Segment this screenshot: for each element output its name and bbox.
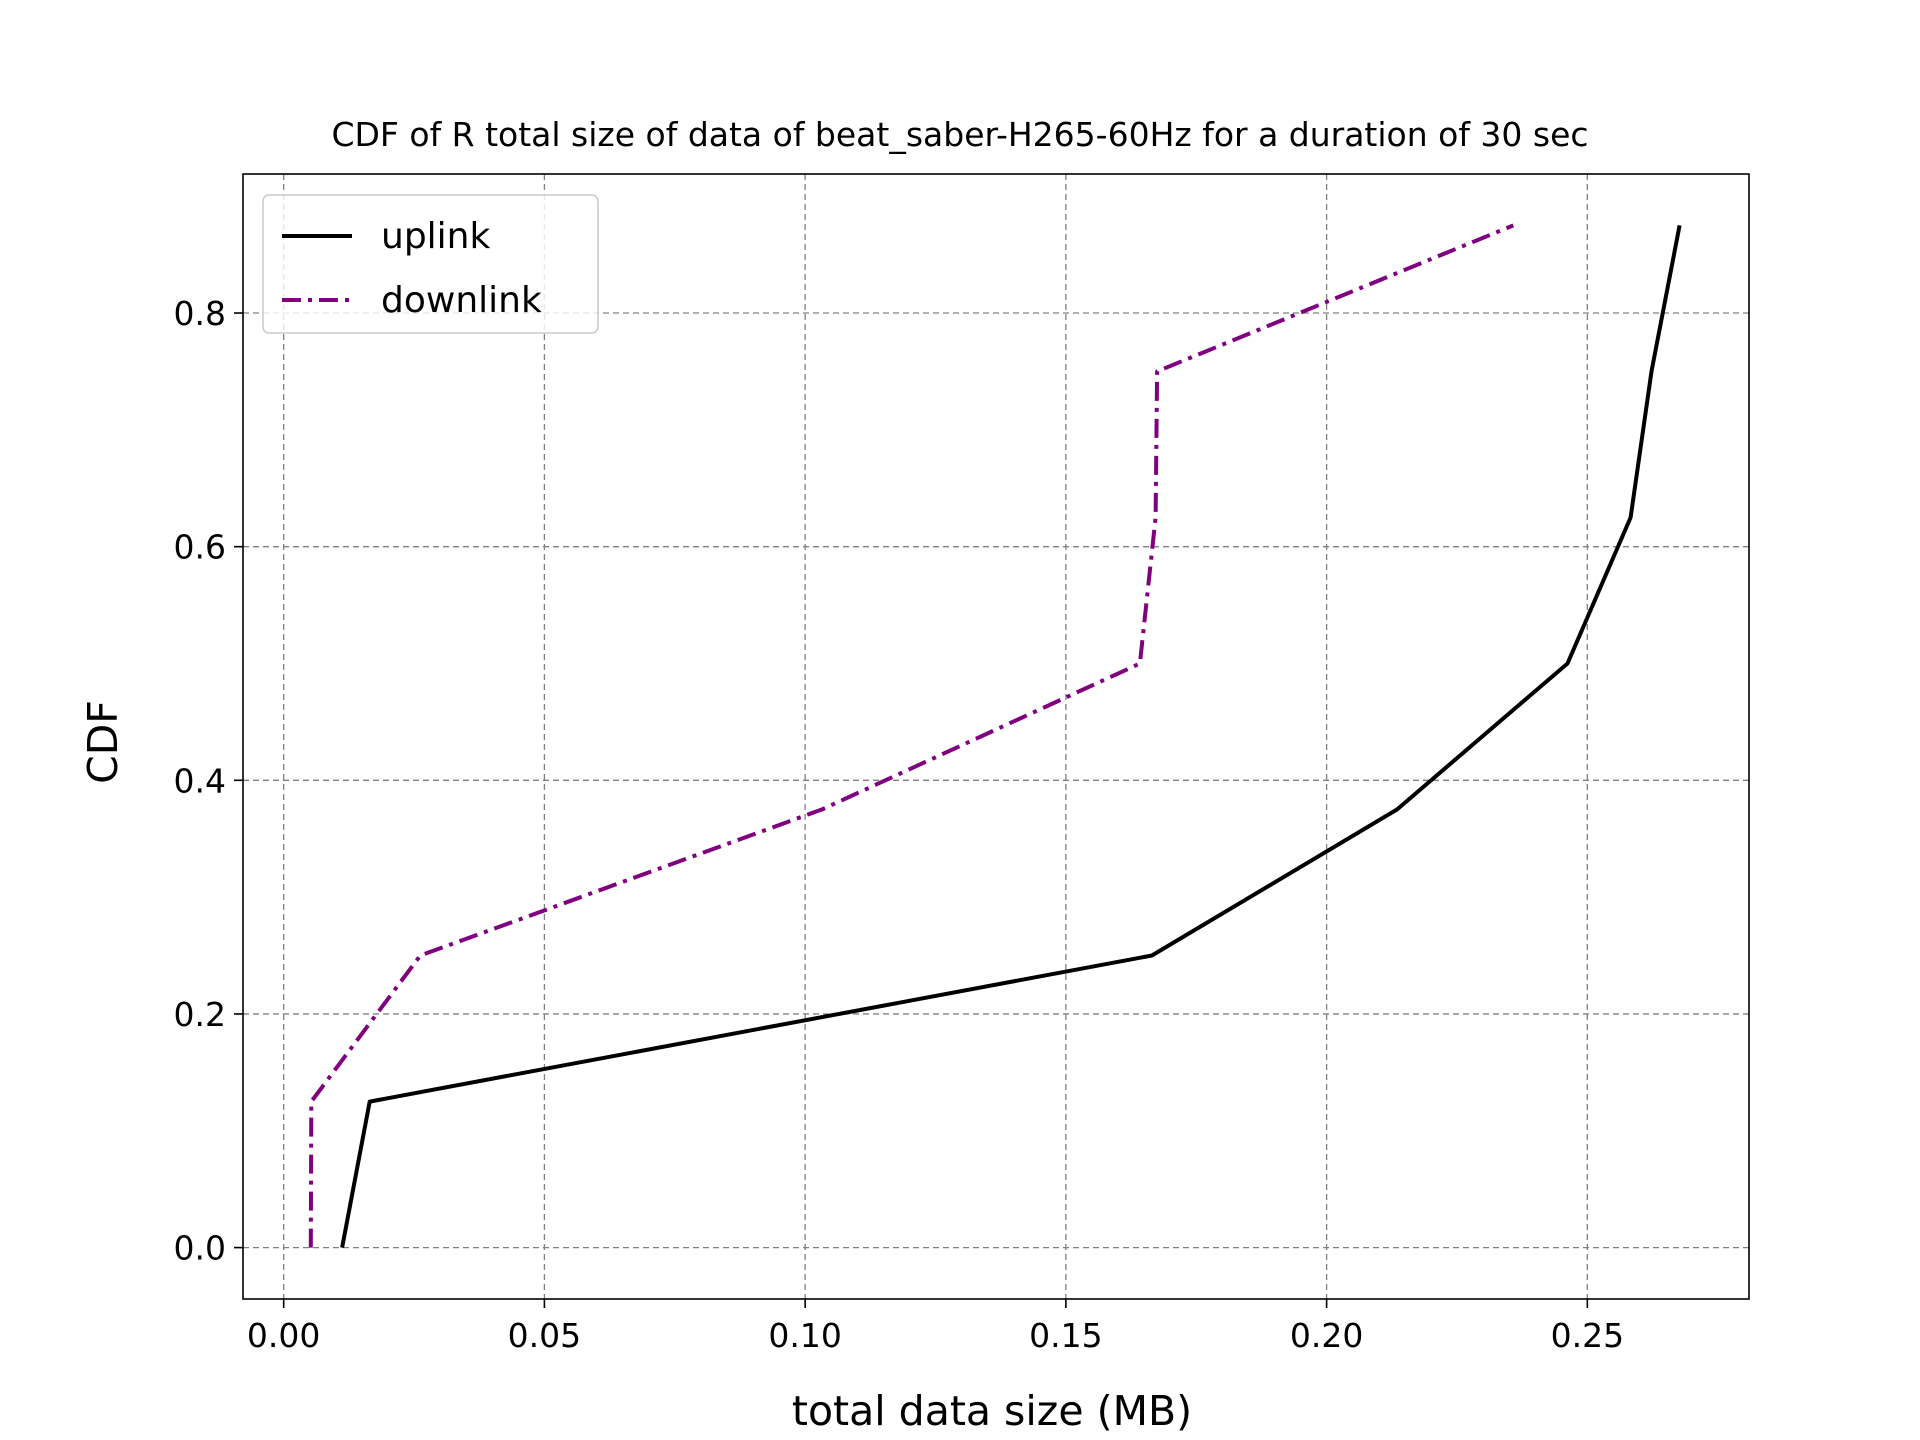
tick-layer: 0.00 0.05 0.10 0.15 0.20 0.25 0.0 0.2 0.4 0.6 0.8 <box>174 294 1625 1355</box>
x-tick-label: 0.05 <box>508 1316 581 1355</box>
x-tick-label: 0.20 <box>1290 1316 1363 1355</box>
x-tick-label: 0.25 <box>1551 1316 1624 1355</box>
grid-layer <box>243 174 1749 1299</box>
series-line-uplink <box>340 225 1682 1248</box>
y-tick-label: 0.6 <box>174 528 226 567</box>
x-tick-label: 0.10 <box>768 1316 841 1355</box>
y-tick-label: 0.2 <box>174 995 226 1034</box>
y-tick-label: 0.4 <box>174 761 226 800</box>
y-axis-label: CDF <box>79 700 127 784</box>
x-tick-label: 0.15 <box>1029 1316 1102 1355</box>
x-axis-label: total data size (MB) <box>792 1387 1192 1435</box>
y-tick-label: 0.0 <box>174 1229 226 1268</box>
plot-frame <box>242 173 1750 1300</box>
series-layer <box>308 223 1682 1248</box>
legend-label-downlink: downlink <box>381 280 542 321</box>
legend-label-uplink: uplink <box>381 216 490 257</box>
legend: uplink downlink <box>262 194 599 334</box>
y-tick-label: 0.8 <box>174 294 226 333</box>
series-line-downlink <box>308 223 1515 1248</box>
x-tick-label: 0.00 <box>247 1316 320 1355</box>
chart-title: CDF of R total size of data of beat_sabe… <box>331 115 1588 154</box>
